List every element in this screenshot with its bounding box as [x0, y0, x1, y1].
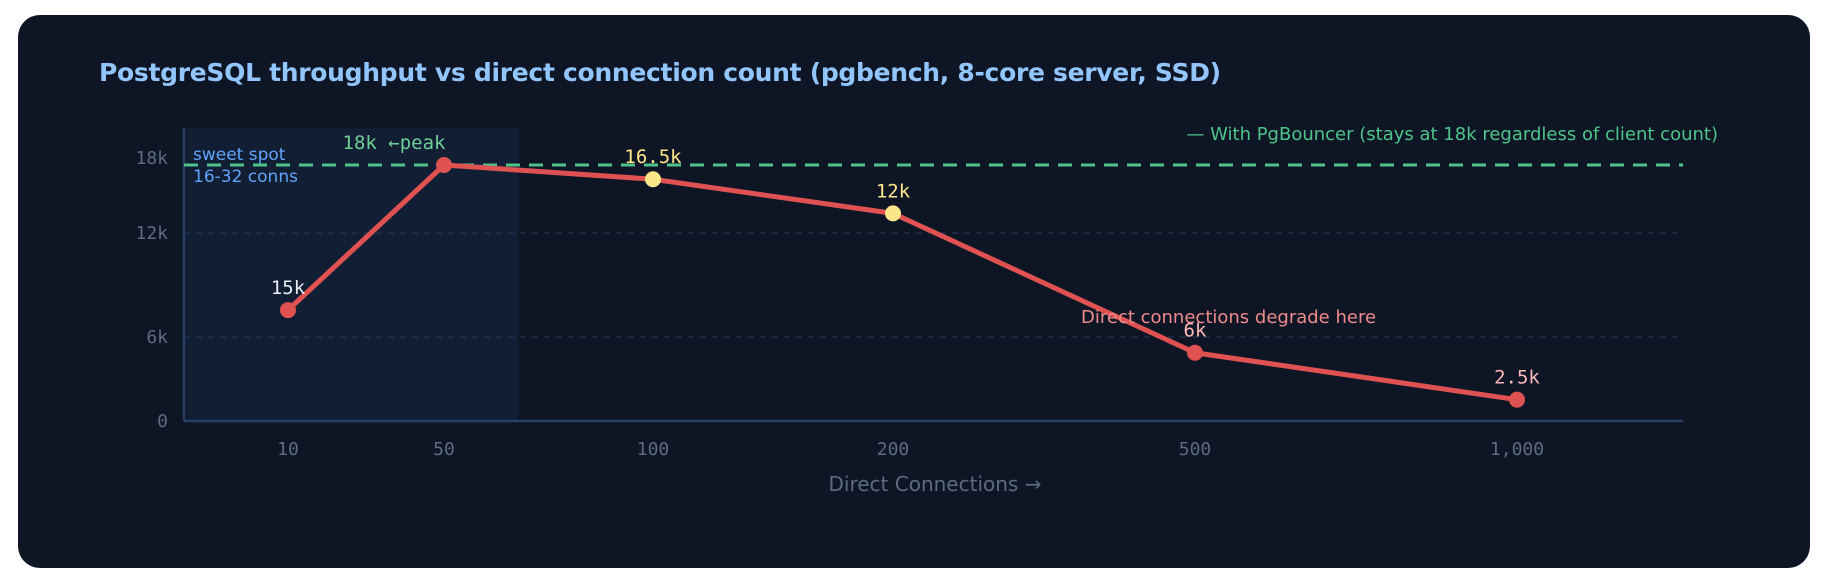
x-tick-label-3: 200: [877, 439, 910, 460]
sweet-spot-label: sweet spot: [193, 145, 286, 165]
highlight-region-layer: [186, 128, 518, 421]
data-label-5: 2.5k: [1494, 367, 1540, 389]
y-tick-label-0: 0: [157, 411, 168, 432]
y-tick-label-6k: 6k: [146, 327, 168, 348]
data-point-3: [885, 205, 901, 222]
x-tick-label-5: 1,000: [1490, 439, 1544, 460]
chart-title: PostgreSQL throughput vs direct connecti…: [99, 58, 1221, 87]
x-tick-label-2: 100: [637, 439, 670, 460]
degrade-annotation: Direct connections degrade here: [1081, 307, 1376, 328]
data-label-0: 15k: [271, 277, 306, 299]
y-tick-label-18k: 18k: [135, 148, 168, 169]
data-point-0: [280, 302, 296, 319]
axes-layer: 0 6k 12k 18k 10 50 100 200 500 1,000 Direct Connec…: [135, 128, 1683, 496]
x-axis-label: Direct Connections →: [829, 472, 1042, 496]
throughput-series-line: [285, 162, 1520, 403]
sweet-spot-sublabel: 16-32 conns: [193, 167, 298, 187]
data-label-3: 12k: [876, 180, 911, 202]
data-point-4: [1187, 344, 1203, 361]
reference-line-layer: — With PgBouncer (stays at 18k regardles…: [184, 124, 1718, 167]
data-point-1: [436, 157, 452, 173]
x-tick-label-1: 50: [433, 439, 455, 460]
series-layer: Direct connections degrade here 15k 18k ←p…: [271, 132, 1540, 408]
data-point-5: [1509, 391, 1525, 408]
x-tick-label-0: 10: [277, 439, 299, 460]
y-tick-label-12k: 12k: [135, 223, 168, 244]
data-label-2: 16.5k: [624, 146, 682, 168]
data-label-4: 6k: [1184, 320, 1207, 342]
sweet-spot-region: [186, 128, 518, 421]
pgbouncer-reference-label: — With PgBouncer (stays at 18k regardles…: [1186, 124, 1718, 145]
data-label-1: 18k ←peak: [343, 132, 447, 154]
data-point-2: [645, 171, 661, 188]
x-tick-label-4: 500: [1179, 439, 1212, 460]
